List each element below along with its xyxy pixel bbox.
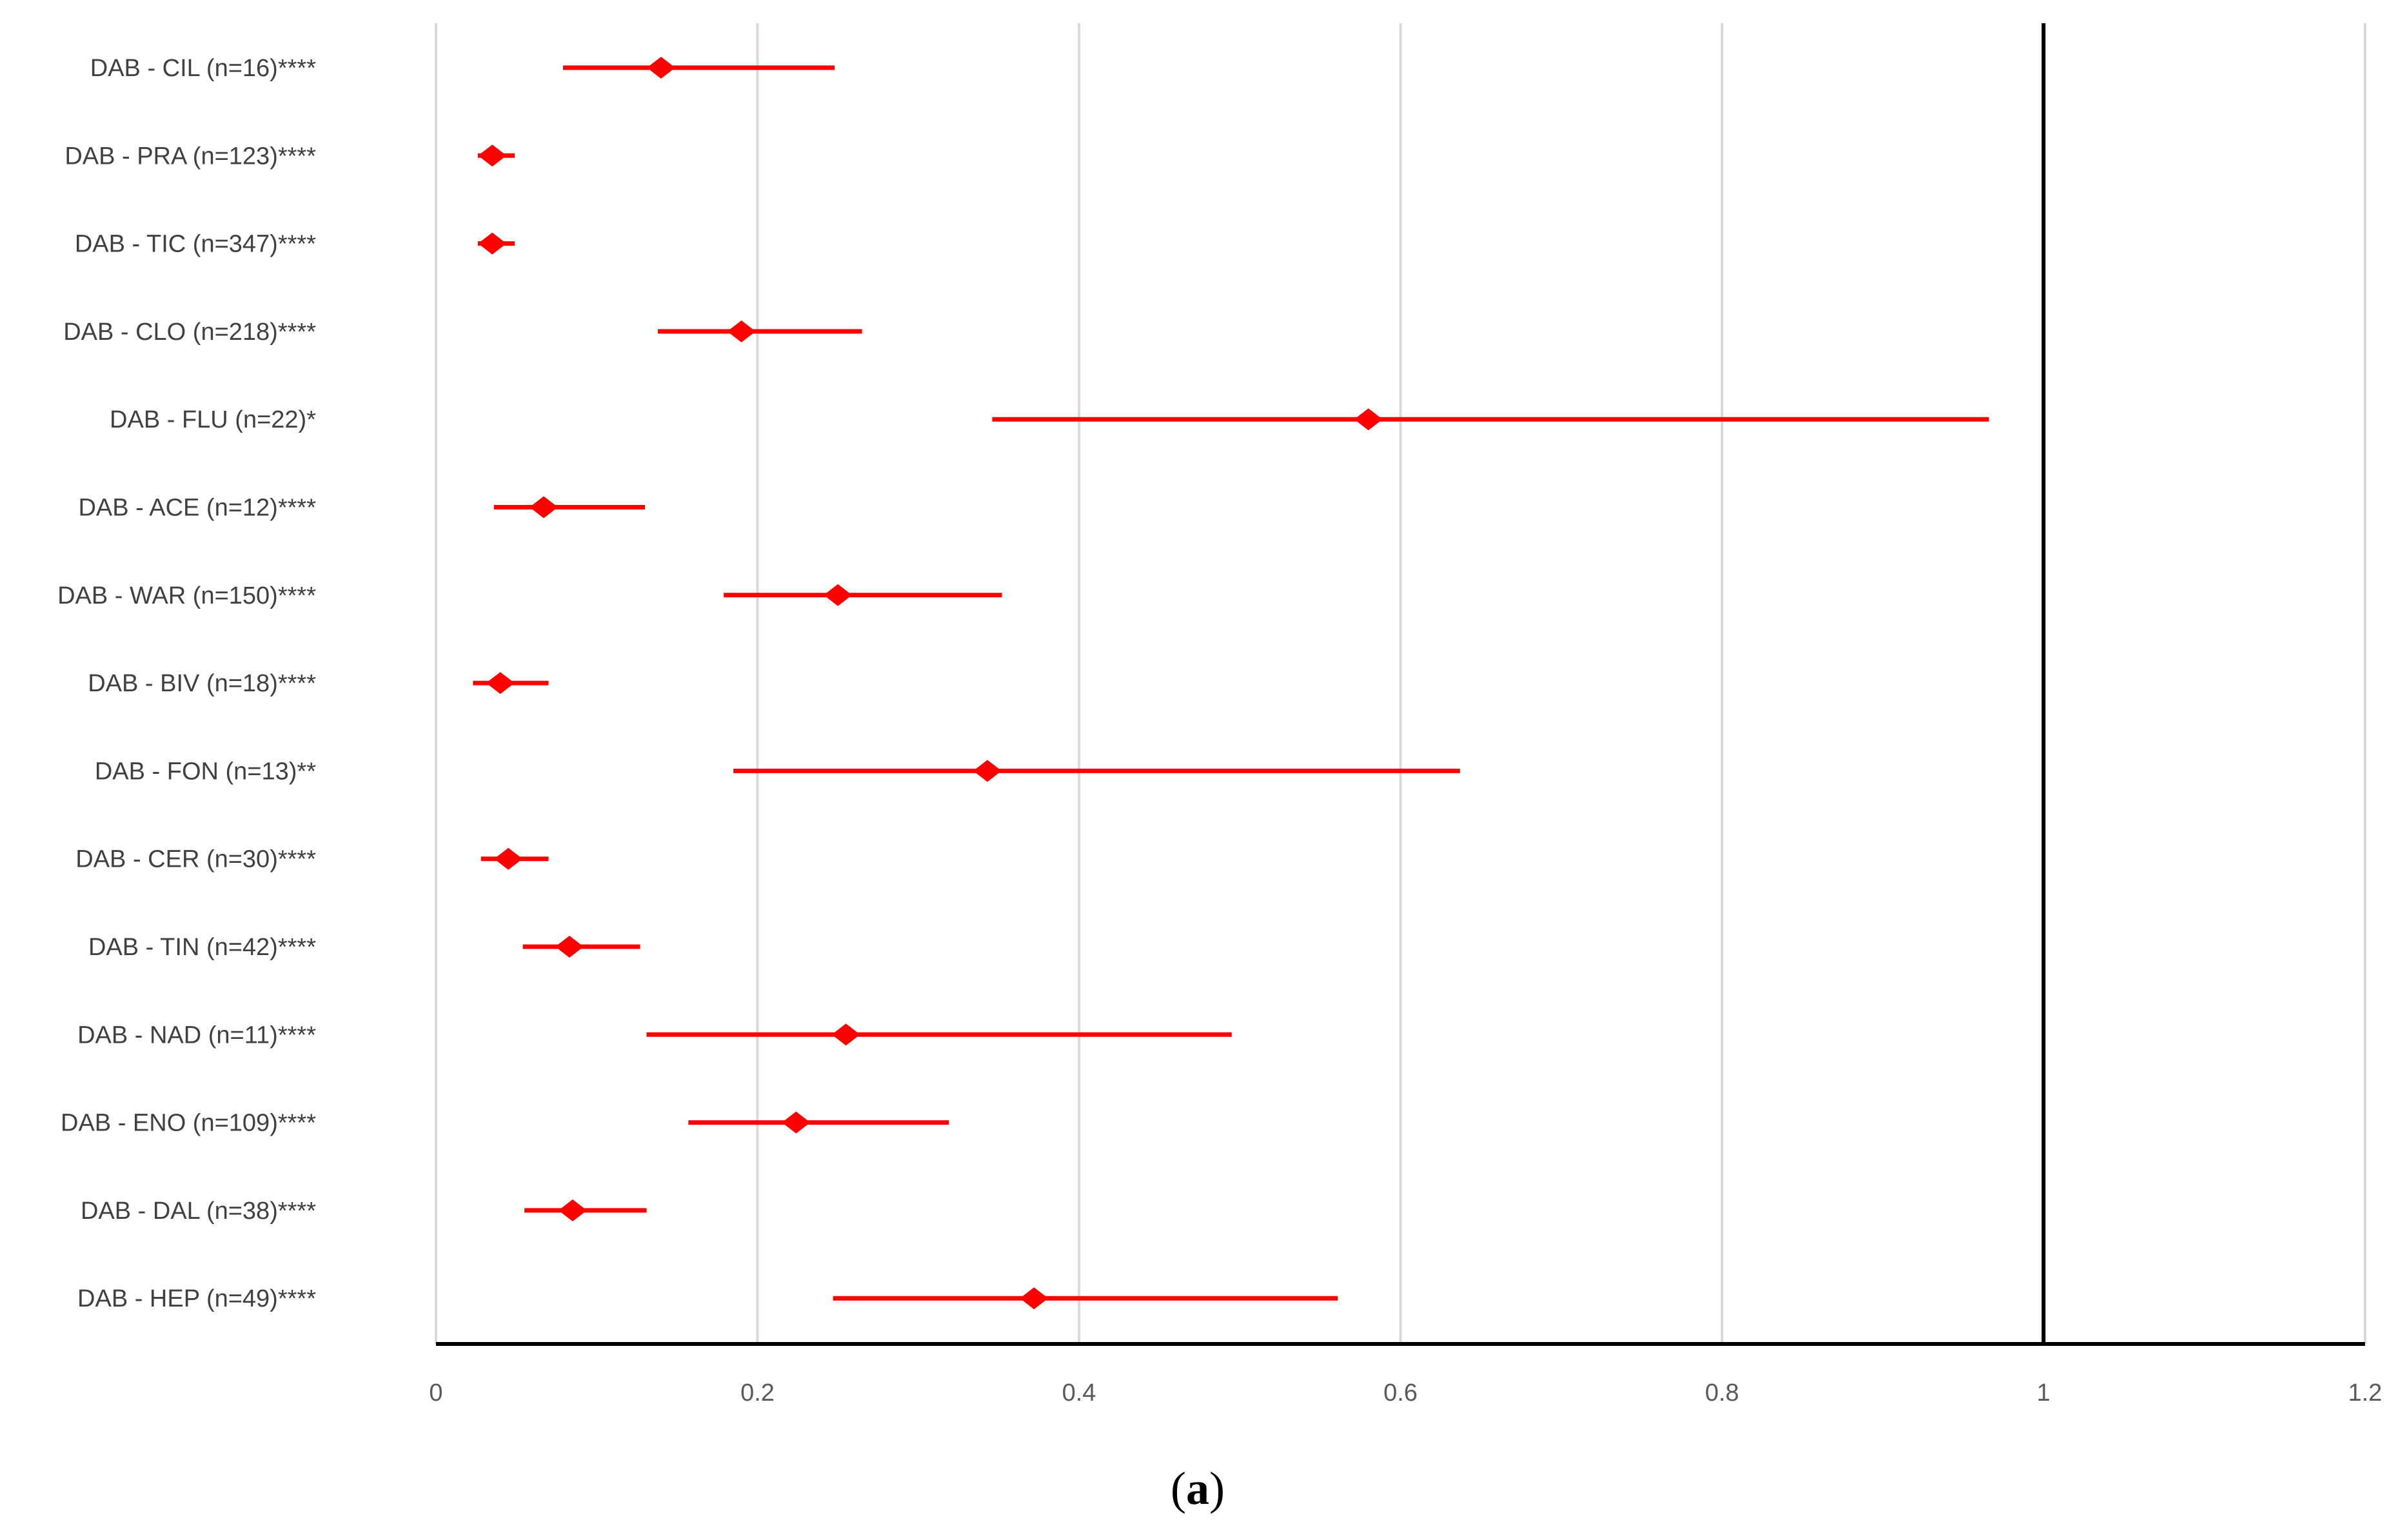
caption-open: ( xyxy=(1171,1463,1186,1514)
x-tick-label: 0.8 xyxy=(1705,1379,1739,1407)
category-label: DAB - NAD (n=11)**** xyxy=(77,1022,316,1049)
estimate-row xyxy=(833,1287,1338,1310)
estimate-row xyxy=(493,496,646,518)
estimate-row xyxy=(522,936,640,958)
category-label: DAB - DAL (n=38)**** xyxy=(81,1198,316,1225)
estimate-row xyxy=(477,232,515,255)
x-tick-label: 1.2 xyxy=(2348,1379,2382,1407)
estimate-marker xyxy=(782,1111,811,1134)
estimate-row xyxy=(992,408,1989,431)
estimate-row xyxy=(646,1023,1232,1046)
estimate-row xyxy=(688,1111,949,1134)
gridlines xyxy=(435,23,2366,1344)
estimate-row xyxy=(473,672,549,695)
estimate-marker xyxy=(727,320,756,342)
figure-caption: (a) xyxy=(1171,1463,1225,1514)
category-label: DAB - CLO (n=218)**** xyxy=(63,319,316,346)
estimate-marker xyxy=(831,1023,860,1046)
category-labels: DAB - CIL (n=16)**** DAB - PRA (n=123)***… xyxy=(57,55,316,1312)
estimate-marker xyxy=(558,1199,587,1221)
category-label: DAB - ENO (n=109)**** xyxy=(61,1110,316,1137)
x-tick-label: 0 xyxy=(429,1379,442,1407)
estimate-marker xyxy=(529,496,558,518)
estimate-marker xyxy=(973,760,1002,782)
estimate-marker xyxy=(646,57,675,79)
estimate-marker xyxy=(486,672,515,695)
caption-letter: a xyxy=(1186,1463,1209,1514)
x-tick-label: 0.4 xyxy=(1062,1379,1096,1407)
estimate-marker xyxy=(824,584,853,606)
x-tick-label: 1 xyxy=(2037,1379,2050,1407)
estimate-row xyxy=(480,847,549,870)
x-tick-label: 0.6 xyxy=(1383,1379,1418,1407)
estimate-row xyxy=(477,144,515,167)
category-label: DAB - FLU (n=22)* xyxy=(110,406,316,433)
estimate-marker xyxy=(478,232,507,255)
estimate-marker xyxy=(478,144,507,167)
category-label: DAB - CER (n=30)**** xyxy=(75,846,316,873)
estimate-row xyxy=(657,320,862,342)
estimate-row xyxy=(562,57,835,79)
estimate-row xyxy=(724,584,1002,606)
estimate-marker xyxy=(1354,408,1383,431)
category-label: DAB - FON (n=13)** xyxy=(95,758,316,785)
category-label: DAB - HEP (n=49)**** xyxy=(77,1285,316,1312)
category-label: DAB - BIV (n=18)**** xyxy=(88,670,316,697)
category-label: DAB - TIN (n=42)**** xyxy=(88,934,316,961)
x-tick-labels: 0 0.2 0.4 0.6 0.8 1 1.2 xyxy=(429,1379,2382,1407)
category-label: DAB - CIL (n=16)**** xyxy=(90,55,316,82)
category-label: DAB - WAR (n=150)**** xyxy=(57,582,316,609)
estimate-marker xyxy=(494,847,523,870)
estimate-marker xyxy=(1020,1287,1049,1310)
x-tick-label: 0.2 xyxy=(740,1379,775,1407)
estimate-row xyxy=(524,1199,647,1221)
estimate-marker xyxy=(555,936,584,958)
category-label: DAB - TIC (n=347)**** xyxy=(75,231,316,258)
category-label: DAB - ACE (n=12)**** xyxy=(78,495,316,522)
caption-close: ) xyxy=(1209,1463,1225,1514)
category-label: DAB - PRA (n=123)**** xyxy=(64,143,316,170)
estimate-markers xyxy=(473,57,1989,1310)
estimate-row xyxy=(733,760,1460,782)
